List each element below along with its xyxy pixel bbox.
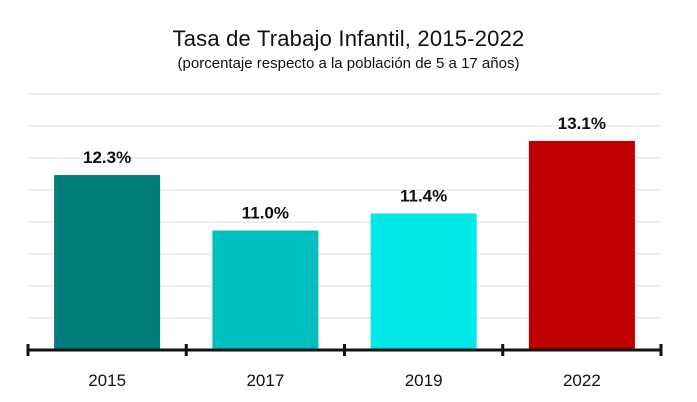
bar-2017 xyxy=(212,230,319,350)
x-axis: 2015 2017 2019 2022 xyxy=(26,344,663,390)
x-tick-label-2017: 2017 xyxy=(246,371,284,390)
data-label-2022: 13.1% xyxy=(558,114,606,133)
value-labels: 12.3% 11.0% 11.4% 13.1% xyxy=(83,114,606,223)
bar-2015 xyxy=(54,175,161,350)
chart-title: Tasa de Trabajo Infantil, 2015-2022 xyxy=(172,26,525,51)
bar-2022 xyxy=(528,140,635,350)
x-tick-label-2022: 2022 xyxy=(563,371,601,390)
chart-subtitle: (porcentaje respecto a la población de 5… xyxy=(177,55,520,72)
bar-2019 xyxy=(370,213,477,350)
data-label-2019: 11.4% xyxy=(400,186,447,205)
data-label-2017: 11.0% xyxy=(242,204,289,223)
bars xyxy=(54,140,635,350)
data-label-2015: 12.3% xyxy=(83,148,131,167)
x-tick-label-2019: 2019 xyxy=(405,371,443,390)
x-tick-label-2015: 2015 xyxy=(88,371,126,390)
